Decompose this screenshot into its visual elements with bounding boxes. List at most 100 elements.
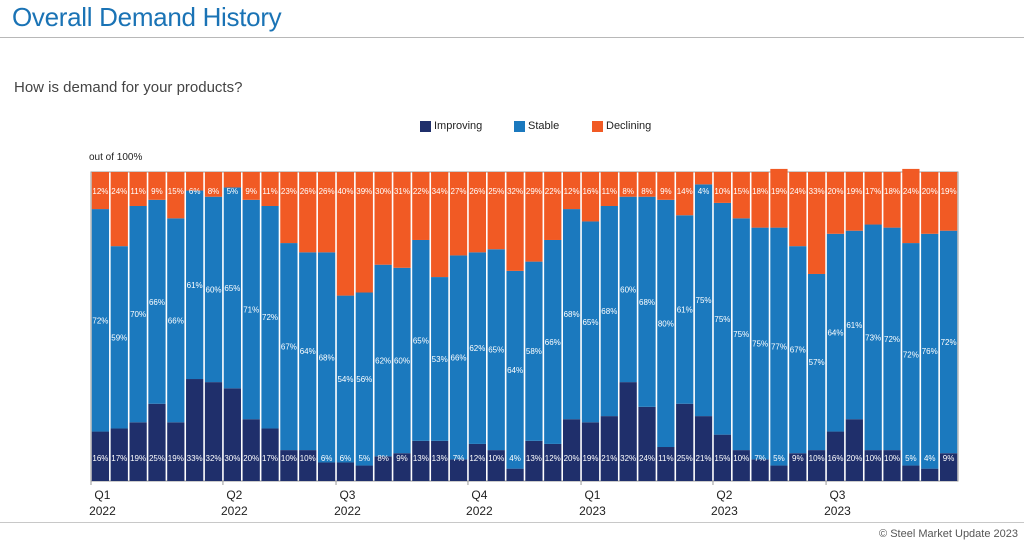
- data-label-stable-22: 64%: [507, 366, 523, 375]
- bar-declining-31: [676, 172, 694, 216]
- bar-improving-5: [186, 379, 204, 481]
- bar-declining-9: [261, 172, 279, 206]
- bar-declining-14: [355, 172, 373, 293]
- data-label-declining-23: 29%: [526, 187, 542, 196]
- bar-declining-35: [751, 172, 769, 228]
- bar-declining-24: [544, 172, 562, 240]
- data-label-stable-43: 72%: [903, 350, 919, 359]
- bar-improving-26: [581, 422, 600, 481]
- data-label-stable-4: 66%: [168, 316, 184, 325]
- bar-improving-19: [449, 459, 468, 481]
- bar-declining-4: [167, 172, 185, 219]
- bar-improving-39: [826, 431, 845, 481]
- x-tick-quarter-5: Q2: [716, 488, 732, 502]
- data-label-stable-30: 80%: [658, 319, 674, 328]
- bar-improving-44: [921, 468, 939, 481]
- data-label-improving-45: 9%: [943, 454, 955, 463]
- bar-declining-7: [223, 172, 241, 188]
- bar-declining-37: [789, 172, 807, 247]
- data-label-declining-30: 9%: [660, 187, 672, 196]
- bar-stable-5: [186, 190, 204, 380]
- data-label-improving-5: 33%: [187, 454, 203, 463]
- data-label-declining-34: 15%: [733, 187, 749, 196]
- bar-group: [90, 168, 959, 482]
- bar-stable-15: [374, 264, 392, 457]
- data-label-improving-21: 10%: [488, 454, 504, 463]
- data-label-improving-14: 5%: [359, 454, 371, 463]
- bar-improving-2: [129, 422, 147, 481]
- data-label-improving-31: 25%: [677, 454, 693, 463]
- bar-improving-28: [619, 382, 637, 481]
- data-label-declining-8: 9%: [245, 187, 257, 196]
- bar-declining-17: [412, 172, 430, 240]
- bar-improving-16: [393, 453, 411, 481]
- bar-declining-21: [487, 172, 505, 250]
- x-tick-quarter-0: Q1: [94, 488, 110, 502]
- bar-declining-40: [845, 172, 863, 231]
- chart-legend: Improving Stable Declining: [0, 120, 1024, 136]
- data-label-stable-21: 65%: [488, 346, 504, 355]
- bar-stable-19: [449, 255, 468, 460]
- bar-stable-12: [317, 252, 336, 463]
- bar-declining-36: [770, 168, 788, 228]
- x-tick-quarter-1: Q2: [226, 488, 242, 502]
- data-label-declining-17: 22%: [413, 187, 429, 196]
- data-label-declining-13: 40%: [337, 187, 353, 196]
- data-label-improving-17: 13%: [413, 454, 429, 463]
- bar-declining-0: [91, 172, 110, 210]
- bar-improving-37: [789, 453, 807, 481]
- bar-declining-3: [148, 172, 166, 200]
- data-label-stable-15: 62%: [375, 356, 391, 365]
- bar-declining-33: [713, 172, 732, 203]
- data-label-improving-19: 7%: [453, 454, 465, 463]
- data-label-improving-44: 4%: [924, 454, 936, 463]
- data-label-stable-13: 54%: [337, 375, 353, 384]
- bar-declining-45: [939, 172, 958, 231]
- bar-improving-27: [600, 416, 618, 481]
- bar-declining-18: [431, 172, 449, 278]
- bar-improving-18: [431, 440, 449, 481]
- data-label-declining-28: 8%: [622, 187, 634, 196]
- data-label-declining-39: 20%: [827, 187, 843, 196]
- legend-swatch-stable: [514, 120, 525, 132]
- data-label-stable-29: 68%: [639, 298, 655, 307]
- legend-label-improving: Improving: [434, 120, 483, 132]
- data-label-stable-31: 61%: [677, 306, 693, 315]
- data-label-improving-30: 11%: [658, 454, 673, 463]
- bar-declining-16: [393, 172, 411, 268]
- bar-improving-3: [148, 403, 166, 481]
- data-label-stable-1: 59%: [111, 333, 127, 342]
- data-label-declining-45: 19%: [941, 187, 957, 196]
- data-label-improving-24: 12%: [545, 454, 561, 463]
- bar-stable-11: [299, 252, 317, 451]
- data-label-declining-41: 17%: [865, 187, 881, 196]
- bar-stable-44: [921, 233, 939, 469]
- data-label-declining-16: 31%: [394, 187, 410, 196]
- bar-stable-18: [431, 277, 449, 441]
- data-label-stable-40: 61%: [846, 321, 862, 330]
- data-label-group: 16%72%12%17%59%24%19%70%11%25%66%9%19%66…: [92, 187, 956, 463]
- x-tick-year-6: 2023: [824, 504, 851, 518]
- data-label-declining-9: 11%: [262, 187, 277, 196]
- data-label-declining-38: 33%: [809, 187, 825, 196]
- bar-declining-8: [242, 172, 260, 200]
- data-label-improving-2: 19%: [130, 454, 146, 463]
- data-label-improving-7: 30%: [224, 454, 240, 463]
- data-label-declining-5: 6%: [189, 187, 201, 196]
- data-label-stable-44: 76%: [922, 347, 938, 356]
- bar-improving-29: [638, 406, 656, 481]
- bar-stable-35: [751, 227, 769, 460]
- bar-improving-40: [845, 419, 863, 481]
- bar-declining-25: [562, 172, 581, 210]
- bar-stable-1: [110, 246, 128, 429]
- bar-declining-20: [468, 172, 487, 253]
- bar-stable-24: [544, 239, 562, 444]
- data-label-improving-41: 10%: [865, 454, 881, 463]
- data-label-stable-38: 57%: [809, 358, 825, 367]
- data-label-improving-3: 25%: [149, 454, 165, 463]
- data-label-declining-18: 34%: [432, 187, 448, 196]
- data-label-stable-20: 62%: [469, 344, 485, 353]
- bar-declining-38: [808, 172, 826, 274]
- bar-improving-1: [110, 428, 128, 481]
- data-label-declining-26: 16%: [582, 187, 598, 196]
